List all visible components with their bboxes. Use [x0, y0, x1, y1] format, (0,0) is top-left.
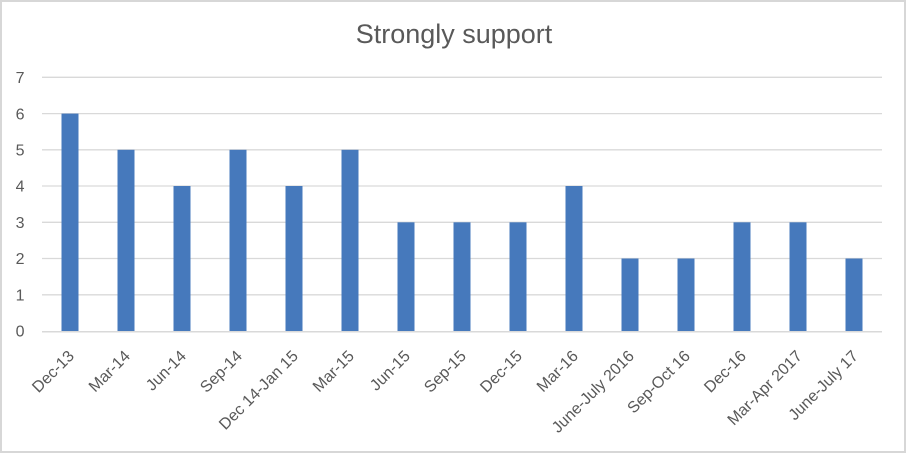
svg-text:Mar-15: Mar-15 — [310, 348, 358, 396]
svg-text:Mar-16: Mar-16 — [534, 348, 582, 396]
svg-text:6: 6 — [16, 106, 25, 123]
svg-text:Dec-15: Dec-15 — [477, 348, 526, 397]
svg-text:Jun-15: Jun-15 — [367, 348, 414, 395]
svg-text:4: 4 — [16, 179, 25, 196]
svg-text:Dec-16: Dec-16 — [701, 348, 750, 397]
svg-text:Sep-14: Sep-14 — [197, 348, 246, 397]
svg-text:Dec-13: Dec-13 — [29, 348, 78, 397]
svg-text:7: 7 — [16, 70, 25, 87]
svg-text:Strongly support: Strongly support — [356, 19, 553, 49]
svg-text:1: 1 — [16, 288, 25, 305]
svg-text:Sep-15: Sep-15 — [421, 348, 470, 397]
svg-text:Mar-14: Mar-14 — [86, 348, 134, 396]
svg-text:2: 2 — [16, 251, 25, 268]
svg-text:3: 3 — [16, 215, 25, 232]
svg-text:Jun-14: Jun-14 — [143, 348, 190, 395]
svg-text:5: 5 — [16, 143, 25, 160]
svg-text:0: 0 — [16, 324, 25, 341]
